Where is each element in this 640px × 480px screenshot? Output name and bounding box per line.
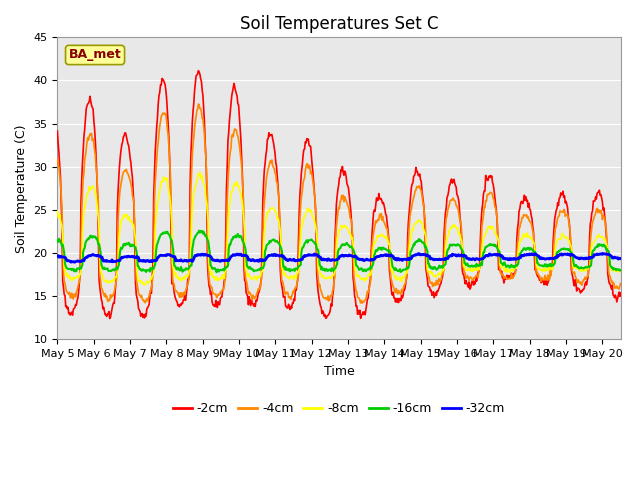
Title: Soil Temperatures Set C: Soil Temperatures Set C [240, 15, 438, 33]
Text: BA_met: BA_met [68, 48, 122, 61]
Y-axis label: Soil Temperature (C): Soil Temperature (C) [15, 124, 28, 252]
Legend: -2cm, -4cm, -8cm, -16cm, -32cm: -2cm, -4cm, -8cm, -16cm, -32cm [168, 397, 510, 420]
X-axis label: Time: Time [324, 365, 355, 378]
